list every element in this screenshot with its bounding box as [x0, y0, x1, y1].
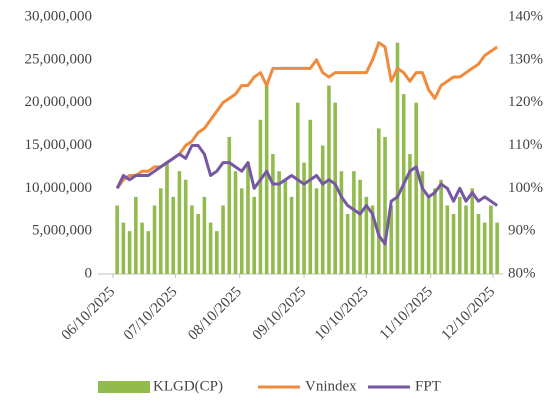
- bar: [352, 171, 356, 274]
- x-tick-label: 06/10/2025: [59, 284, 119, 344]
- bar: [470, 188, 475, 274]
- bar: [426, 196, 431, 274]
- bar: [439, 179, 443, 274]
- bar: [314, 188, 319, 274]
- bar: [196, 214, 200, 274]
- x-tick-label: 09/10/2025: [250, 284, 310, 344]
- bar: [495, 222, 499, 274]
- bar: [121, 222, 126, 274]
- bar: [296, 102, 300, 275]
- bar: [146, 231, 151, 274]
- y2-tick-label: 100%: [508, 180, 543, 196]
- y2-tick-label: 130%: [508, 51, 543, 67]
- x-tick-label: 11/10/2025: [377, 284, 436, 343]
- legend-label: KLGD(CP): [153, 378, 223, 394]
- bar: [158, 188, 163, 274]
- bar: [408, 154, 412, 274]
- bar: [476, 214, 481, 274]
- bar: [333, 102, 337, 275]
- bar: [320, 145, 325, 274]
- bar: [457, 196, 462, 274]
- x-tick-label: 10/10/2025: [312, 284, 372, 344]
- line-series: [115, 144, 499, 246]
- x-tick-label: 07/10/2025: [121, 284, 181, 344]
- bar: [171, 196, 176, 274]
- bar: [358, 179, 362, 274]
- bar: [246, 162, 250, 274]
- bar: [433, 188, 437, 274]
- bar: [221, 205, 225, 274]
- bar: [190, 205, 194, 274]
- line-series: [115, 41, 499, 190]
- y-tick-label: 20,000,000: [25, 94, 93, 110]
- bar: [115, 205, 119, 274]
- bar: [264, 85, 269, 275]
- bar: [414, 102, 418, 275]
- bar: [183, 179, 188, 274]
- y-tick-label: 15,000,000: [25, 137, 93, 153]
- bar: [283, 179, 288, 274]
- bar: [202, 196, 207, 274]
- y-tick-label: 5,000,000: [32, 223, 92, 239]
- bar: [134, 196, 138, 274]
- bar: [345, 214, 350, 274]
- bar: [420, 171, 425, 274]
- y-tick-label: 25,000,000: [25, 51, 93, 67]
- bar: [289, 196, 294, 274]
- y2-tick-label: 110%: [508, 137, 542, 153]
- bar: [339, 171, 344, 274]
- bar: [227, 136, 232, 274]
- bar: [464, 205, 468, 274]
- bar: [152, 205, 157, 274]
- bar: [370, 205, 375, 274]
- bar: [127, 231, 132, 274]
- bar: [252, 196, 257, 274]
- bar: [489, 205, 493, 274]
- bar: [233, 171, 238, 274]
- y2-tick-label: 120%: [508, 94, 543, 110]
- bar: [308, 119, 313, 274]
- bar: [389, 205, 394, 274]
- legend-swatch: [98, 381, 150, 393]
- bar: [383, 136, 387, 274]
- y-tick-label: 0: [85, 265, 93, 281]
- bar: [451, 214, 456, 274]
- bar: [376, 128, 381, 274]
- bar: [395, 42, 400, 275]
- bar: [239, 188, 244, 274]
- y-tick-label: 30,000,000: [25, 8, 93, 24]
- y-tick-label: 10,000,000: [25, 180, 93, 196]
- legend-label: FPT: [415, 378, 441, 394]
- bar: [215, 231, 219, 274]
- bar: [208, 222, 213, 274]
- legend-label: Vnindex: [305, 378, 357, 394]
- bar: [482, 222, 487, 274]
- bar: [165, 162, 169, 274]
- x-tick-label: 08/10/2025: [185, 284, 245, 344]
- y2-tick-label: 80%: [508, 265, 536, 281]
- bar: [177, 171, 182, 274]
- bar: [445, 205, 450, 274]
- bar: [364, 196, 369, 274]
- bar: [277, 171, 281, 274]
- y2-tick-label: 90%: [508, 223, 536, 239]
- bar: [271, 154, 275, 274]
- bar: [302, 162, 306, 274]
- x-tick-label: 12/10/2025: [439, 284, 499, 344]
- bar: [258, 119, 263, 274]
- y2-tick-label: 140%: [508, 8, 543, 24]
- bar: [140, 222, 144, 274]
